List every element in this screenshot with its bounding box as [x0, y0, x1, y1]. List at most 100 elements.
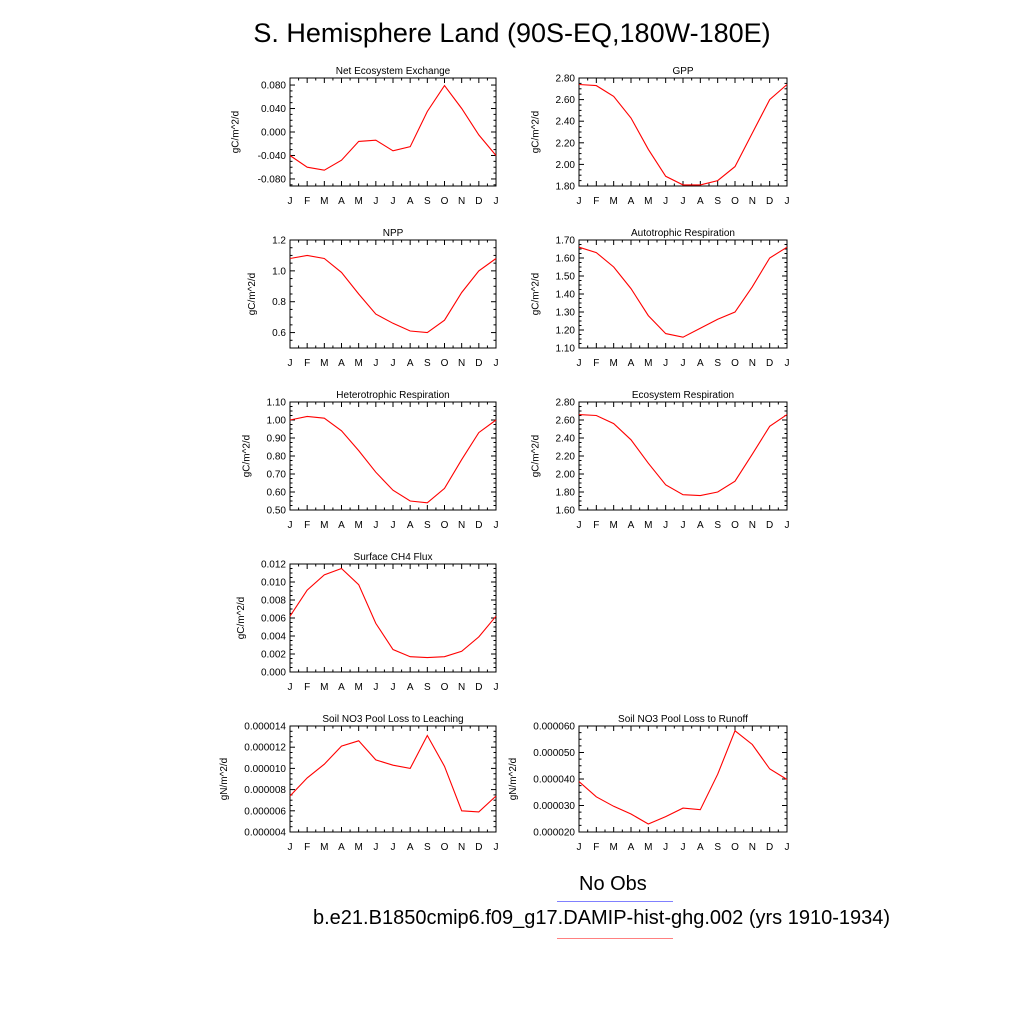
y-tick-label: 0.000014 [244, 722, 286, 733]
x-tick-label: A [338, 196, 345, 207]
x-tick-label: J [373, 520, 378, 531]
y-tick-label: 1.60 [556, 254, 576, 265]
x-tick-label: J [681, 358, 686, 369]
y-tick-label: 2.00 [556, 470, 576, 481]
x-tick-label: M [609, 196, 617, 207]
x-tick-label: J [577, 196, 582, 207]
y-tick-label: 1.80 [556, 182, 576, 193]
y-axis-label: gC/m^2/d [242, 435, 253, 478]
series-line [578, 729, 788, 825]
x-tick-label: A [407, 358, 414, 369]
x-tick-label: J [288, 842, 293, 853]
x-tick-label: J [785, 358, 790, 369]
x-tick-label: J [494, 520, 499, 531]
x-tick-label: A [338, 358, 345, 369]
y-tick-label: 0.002 [261, 650, 286, 661]
x-tick-label: M [320, 682, 328, 693]
x-tick-label: A [697, 520, 704, 531]
x-tick-label: S [714, 520, 721, 531]
x-tick-label: D [475, 682, 482, 693]
x-tick-label: O [731, 520, 739, 531]
y-tick-label: 1.40 [556, 290, 576, 301]
plot-frame [578, 725, 788, 833]
x-tick-label: O [441, 520, 449, 531]
x-tick-label: M [644, 842, 652, 853]
y-tick-label: 0.000008 [244, 785, 286, 796]
y-tick-label: 0.010 [261, 578, 286, 589]
y-axis-label: gN/m^2/d [219, 758, 230, 801]
x-tick-label: D [766, 520, 773, 531]
y-tick-label: 0.000060 [533, 722, 575, 733]
chart-title: Soil NO3 Pool Loss to Leaching [322, 714, 463, 725]
plot-frame [578, 239, 788, 349]
x-tick-label: M [320, 358, 328, 369]
y-tick-label: 0.000006 [244, 806, 286, 817]
series-line [578, 83, 788, 186]
x-tick-label: M [320, 196, 328, 207]
y-tick-label: 1.70 [556, 236, 576, 247]
series-line [289, 567, 497, 659]
y-tick-label: 0.080 [261, 81, 286, 92]
x-tick-label: J [663, 196, 668, 207]
x-tick-label: N [749, 842, 756, 853]
x-tick-label: O [441, 682, 449, 693]
y-tick-label: 0.000 [261, 668, 286, 679]
x-tick-label: M [354, 196, 362, 207]
x-tick-label: A [407, 520, 414, 531]
chart-title: NPP [383, 228, 404, 239]
x-tick-label: J [391, 196, 396, 207]
x-tick-label: A [407, 196, 414, 207]
page-title: S. Hemisphere Land (90S-EQ,180W-180E) [253, 18, 771, 48]
y-tick-label: 0.012 [261, 560, 286, 571]
y-tick-label: 0.8 [272, 297, 286, 308]
y-tick-label: 1.10 [267, 398, 287, 409]
y-tick-label: 2.60 [556, 416, 576, 427]
x-tick-label: A [407, 682, 414, 693]
x-tick-label: S [424, 358, 431, 369]
x-tick-label: D [766, 196, 773, 207]
x-tick-label: J [288, 196, 293, 207]
x-tick-label: J [373, 358, 378, 369]
y-tick-label: 0.000020 [533, 828, 575, 839]
x-tick-label: S [424, 682, 431, 693]
y-tick-label: 1.2 [272, 236, 286, 247]
x-tick-label: S [424, 520, 431, 531]
y-tick-label: 1.00 [267, 416, 287, 427]
legend-obs-line [557, 901, 673, 902]
x-tick-label: J [663, 520, 668, 531]
x-tick-label: J [681, 196, 686, 207]
x-tick-label: A [628, 196, 635, 207]
x-tick-label: M [354, 682, 362, 693]
chart-title: Autotrophic Respiration [631, 228, 735, 239]
y-axis-label: gC/m^2/d [236, 597, 247, 640]
x-tick-label: J [288, 682, 293, 693]
y-tick-label: 0.000 [261, 128, 286, 139]
x-tick-label: O [441, 196, 449, 207]
y-axis-label: gC/m^2/d [531, 435, 542, 478]
x-tick-label: F [304, 842, 310, 853]
x-tick-label: F [593, 196, 599, 207]
x-tick-label: J [785, 842, 790, 853]
y-tick-label: 2.00 [556, 160, 576, 171]
x-tick-label: O [441, 358, 449, 369]
y-tick-label: 1.50 [556, 272, 576, 283]
x-tick-label: F [593, 842, 599, 853]
y-axis-label: gC/m^2/d [247, 273, 258, 316]
x-tick-label: J [577, 520, 582, 531]
x-tick-label: N [458, 358, 465, 369]
x-tick-label: S [714, 196, 721, 207]
x-tick-label: N [458, 842, 465, 853]
x-tick-label: S [714, 842, 721, 853]
x-tick-label: N [458, 520, 465, 531]
plot-frame [289, 725, 497, 833]
series-line [578, 246, 788, 338]
x-tick-label: J [391, 682, 396, 693]
y-tick-label: 2.40 [556, 117, 576, 128]
